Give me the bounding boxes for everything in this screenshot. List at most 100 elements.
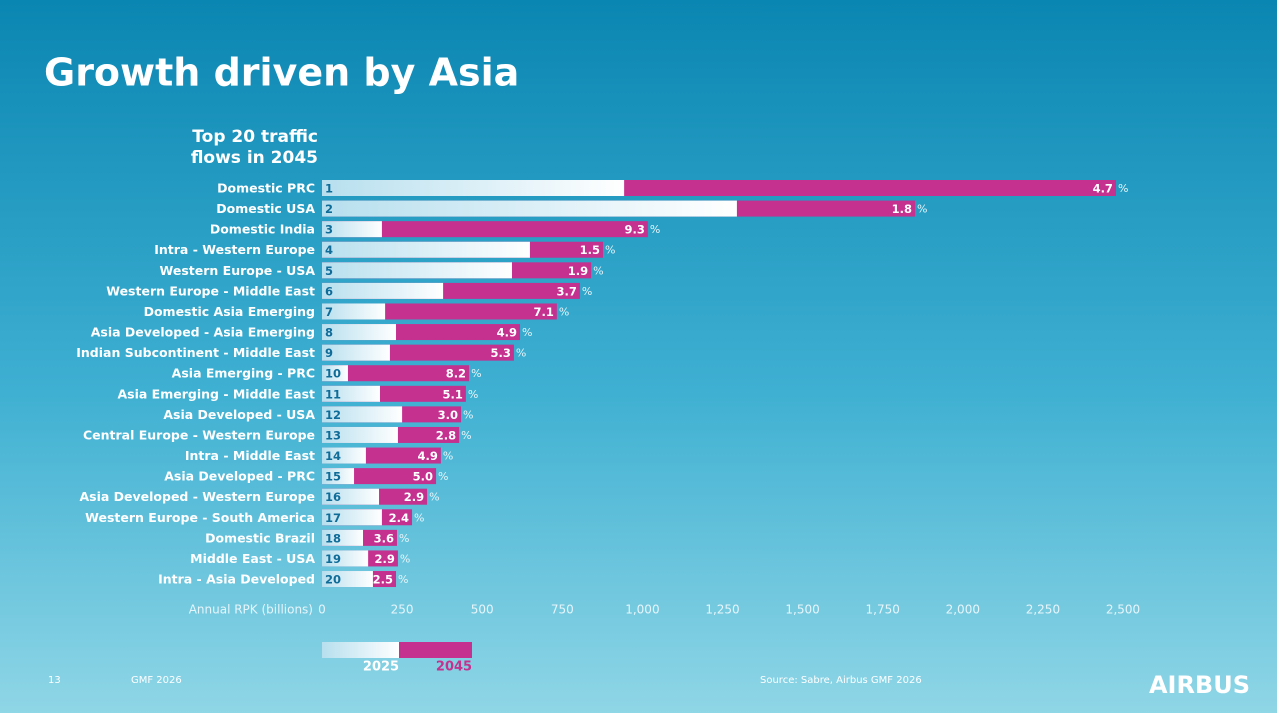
category-label: Asia Developed - USA	[163, 407, 315, 422]
bar-2025	[322, 262, 512, 279]
growth-label: 2.9	[375, 552, 395, 566]
bar-2025	[322, 303, 386, 320]
growth-unit: %	[1118, 182, 1128, 195]
rank-label: 6	[325, 284, 333, 298]
category-label: Western Europe - South America	[85, 510, 315, 525]
bar-2025	[322, 468, 355, 485]
growth-label: 2.5	[373, 573, 393, 587]
bar-2025	[322, 509, 382, 526]
category-label: Domestic India	[210, 222, 315, 237]
growth-unit: %	[463, 408, 473, 421]
growth-label: 2.8	[436, 428, 456, 442]
bar-2045	[322, 221, 648, 238]
x-tick-label: 1,000	[625, 603, 659, 617]
rank-label: 3	[325, 223, 333, 237]
growth-label: 3.0	[438, 408, 458, 422]
rank-label: 5	[325, 264, 333, 278]
rank-label: 12	[325, 408, 341, 422]
growth-unit: %	[605, 244, 615, 257]
x-tick-label: 750	[551, 603, 574, 617]
bar-2025	[322, 344, 390, 361]
rank-label: 15	[325, 470, 341, 484]
category-label: Asia Emerging - Middle East	[118, 386, 316, 401]
growth-label: 1.9	[568, 264, 588, 278]
growth-label: 9.3	[624, 223, 644, 237]
legend-swatch	[399, 642, 472, 658]
bar-2025	[322, 426, 398, 443]
x-axis-label: Annual RPK (billions)	[189, 603, 313, 617]
x-tick-label: 2,250	[1026, 603, 1060, 617]
x-tick-label: 1,250	[705, 603, 739, 617]
bar-2045	[322, 365, 470, 382]
category-label: Intra - Western Europe	[154, 242, 315, 257]
logo: AIRBUS	[1149, 671, 1250, 699]
growth-unit: %	[593, 264, 603, 277]
growth-unit: %	[650, 223, 660, 236]
rank-label: 9	[325, 346, 333, 360]
growth-unit: %	[414, 511, 424, 524]
growth-unit: %	[438, 470, 448, 483]
deck-name: GMF 2026	[131, 675, 182, 686]
category-label: Western Europe - Middle East	[106, 283, 315, 298]
subtitle: Top 20 traffic	[192, 127, 318, 147]
growth-label: 5.0	[413, 470, 433, 484]
growth-unit: %	[443, 450, 453, 463]
rank-label: 10	[325, 367, 341, 381]
category-label: Intra - Middle East	[185, 448, 315, 463]
bar-2025	[322, 550, 369, 567]
growth-unit: %	[461, 429, 471, 442]
category-label: Domestic USA	[216, 201, 315, 216]
title: Growth driven by Asia	[44, 51, 519, 95]
subtitle: flows in 2045	[191, 148, 318, 168]
category-label: Domestic Asia Emerging	[144, 304, 315, 319]
growth-label: 3.6	[374, 531, 394, 545]
x-tick-label: 2,500	[1106, 603, 1140, 617]
growth-label: 2.4	[389, 511, 409, 525]
growth-unit: %	[582, 285, 592, 298]
x-tick-label: 0	[318, 603, 326, 617]
category-label: Asia Developed - PRC	[164, 469, 315, 484]
bar-2025	[322, 529, 364, 546]
category-label: Indian Subcontinent - Middle East	[76, 345, 315, 360]
category-label: Asia Developed - Asia Emerging	[91, 325, 315, 340]
source: Source: Sabre, Airbus GMF 2026	[760, 675, 922, 686]
growth-unit: %	[559, 305, 569, 318]
growth-label: 4.9	[417, 449, 437, 463]
growth-unit: %	[468, 388, 478, 401]
bar-2025	[322, 282, 444, 299]
bar-2025	[322, 180, 625, 196]
growth-label: 1.8	[892, 202, 912, 216]
rank-label: 14	[325, 449, 341, 463]
growth-label: 1.5	[580, 243, 600, 257]
legend-label: 2045	[436, 660, 472, 675]
page-number: 13	[48, 675, 61, 686]
growth-unit: %	[516, 347, 526, 360]
growth-label: 5.1	[442, 387, 462, 401]
growth-unit: %	[917, 203, 927, 216]
bar-2025	[322, 221, 382, 238]
category-label: Central Europe - Western Europe	[83, 427, 315, 442]
rank-label: 7	[325, 305, 333, 319]
rank-label: 8	[325, 326, 333, 340]
growth-unit: %	[398, 573, 408, 586]
rank-label: 4	[325, 243, 333, 257]
x-tick-label: 500	[471, 603, 494, 617]
growth-label: 7.1	[533, 305, 553, 319]
rank-label: 2	[325, 202, 333, 216]
bar-2025	[322, 488, 380, 505]
category-label: Western Europe - USA	[160, 263, 316, 278]
x-tick-label: 2,000	[946, 603, 980, 617]
category-label: Domestic Brazil	[205, 530, 315, 545]
rank-label: 20	[325, 573, 341, 587]
rank-label: 17	[325, 511, 341, 525]
growth-label: 2.9	[404, 490, 424, 504]
bar-2025	[322, 447, 366, 464]
legend-swatch	[322, 642, 399, 658]
growth-label: 3.7	[557, 284, 577, 298]
rank-label: 16	[325, 490, 341, 504]
rank-label: 18	[325, 531, 341, 545]
bar-2025	[322, 406, 403, 423]
growth-label: 5.3	[491, 346, 511, 360]
